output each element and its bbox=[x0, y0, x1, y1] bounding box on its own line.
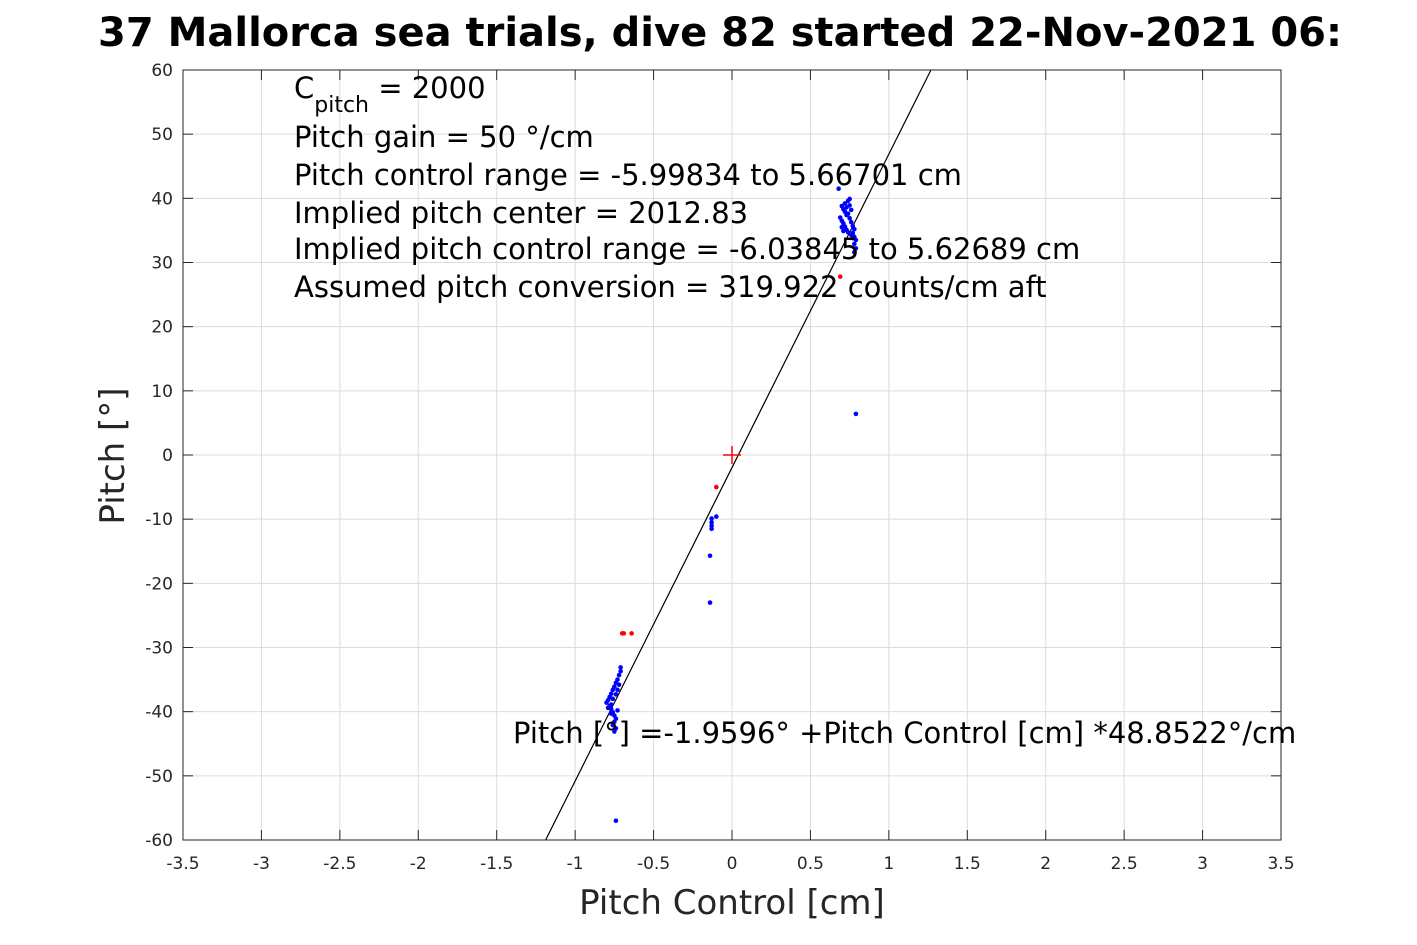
x-tick-label: -3 bbox=[253, 854, 270, 874]
annotation-control-range: Pitch control range = -5.99834 to 5.6670… bbox=[294, 158, 962, 192]
x-tick-labels: -3.5 -3 -2.5 -2 -1.5 -1 -0.5 0 0.5 1 1.5 2 2.5 3 3.5 bbox=[166, 854, 1294, 874]
annotation-c-pitch: Cpitch = 2000 bbox=[294, 71, 486, 118]
x-tick-label: 1.5 bbox=[954, 854, 981, 874]
axis-ticks bbox=[182, 69, 1282, 841]
center-marker-layer bbox=[723, 446, 741, 464]
red-data-point bbox=[714, 484, 719, 490]
y-axis-label: Pitch [°] bbox=[93, 387, 133, 524]
blue-data-point bbox=[616, 672, 622, 678]
blue-data-point bbox=[853, 246, 859, 251]
blue-data-point bbox=[613, 818, 619, 824]
annotation-c-pitch-main: C bbox=[294, 71, 314, 105]
x-tick-label: 3.5 bbox=[1267, 854, 1294, 874]
x-tick-label: 3 bbox=[1197, 854, 1208, 874]
blue-data-point bbox=[852, 241, 857, 247]
red-data-point bbox=[621, 631, 627, 636]
blue-data-point bbox=[612, 729, 617, 734]
annotation-implied-center: Implied pitch center = 2012.83 bbox=[294, 196, 748, 230]
y-tick-label: 0 bbox=[162, 446, 173, 466]
blue-data-point bbox=[850, 235, 856, 241]
blue-data-point bbox=[610, 696, 616, 702]
blue-data-point bbox=[709, 516, 714, 521]
blue-data-point bbox=[847, 196, 852, 202]
data-points-layer bbox=[604, 186, 859, 824]
annotation-c-pitch-value: = 2000 bbox=[369, 71, 486, 105]
blue-data-point bbox=[841, 228, 846, 234]
blue-data-point bbox=[853, 411, 859, 417]
x-tick-label: -0.5 bbox=[637, 854, 670, 874]
chart-title: 37 Mallorca sea trials, dive 82 started … bbox=[98, 10, 1342, 56]
x-tick-label: -1 bbox=[567, 854, 584, 874]
blue-data-point bbox=[709, 520, 714, 525]
blue-data-point bbox=[608, 711, 614, 716]
blue-data-point bbox=[845, 211, 851, 217]
blue-data-point bbox=[618, 665, 623, 670]
annotation-block: Cpitch = 2000 Pitch gain = 50 °/cm Pitch… bbox=[294, 71, 1296, 750]
blue-data-point bbox=[605, 705, 611, 711]
annotation-implied-range: Implied pitch control range = -6.03845 t… bbox=[294, 232, 1080, 266]
x-tick-label: -3.5 bbox=[166, 854, 199, 874]
y-tick-labels: 60 50 40 30 20 10 0 -10 -20 -30 -40 -50 -60 bbox=[145, 61, 173, 851]
blue-data-point bbox=[848, 207, 854, 213]
y-tick-label: -10 bbox=[145, 510, 173, 530]
y-tick-label: -30 bbox=[145, 639, 173, 659]
x-tick-label: 0 bbox=[727, 854, 738, 874]
x-tick-label: 1 bbox=[883, 854, 894, 874]
blue-data-point bbox=[707, 600, 713, 605]
annotation-fit-equation: Pitch [°] =-1.9596° +Pitch Control [cm] … bbox=[513, 716, 1296, 750]
blue-data-point bbox=[604, 700, 609, 705]
blue-data-point bbox=[836, 186, 841, 192]
blue-data-point bbox=[610, 687, 616, 693]
y-tick-label: 30 bbox=[151, 254, 173, 274]
blue-data-point bbox=[844, 205, 849, 210]
blue-data-point bbox=[845, 230, 851, 235]
x-tick-label: 2.5 bbox=[1111, 854, 1138, 874]
blue-data-point bbox=[613, 692, 619, 697]
y-tick-label: 50 bbox=[151, 125, 173, 145]
blue-data-point bbox=[618, 668, 623, 674]
blue-data-point bbox=[848, 219, 854, 225]
annotation-conversion: Assumed pitch conversion = 319.922 count… bbox=[294, 270, 1047, 304]
blue-data-point bbox=[709, 526, 714, 532]
y-tick-label: -60 bbox=[145, 831, 173, 851]
x-tick-label: 0.5 bbox=[797, 854, 824, 874]
annotation-c-pitch-sub: pitch bbox=[314, 93, 369, 118]
x-axis-label: Pitch Control [cm] bbox=[579, 883, 885, 923]
blue-data-point bbox=[616, 682, 622, 688]
blue-data-point bbox=[707, 553, 713, 559]
y-tick-label: -40 bbox=[145, 703, 173, 723]
blue-data-point bbox=[714, 514, 719, 519]
y-tick-label: 10 bbox=[151, 382, 173, 402]
annotation-pitch-gain: Pitch gain = 50 °/cm bbox=[294, 120, 594, 154]
blue-data-point bbox=[615, 687, 620, 693]
blue-data-point bbox=[842, 201, 848, 206]
blue-data-point bbox=[852, 226, 857, 232]
y-tick-label: 60 bbox=[151, 61, 173, 81]
x-tick-label: -2 bbox=[410, 854, 427, 874]
red-data-point bbox=[629, 631, 634, 636]
blue-data-point bbox=[839, 224, 845, 230]
plot-frame bbox=[182, 69, 1282, 841]
blue-data-point bbox=[608, 702, 614, 707]
x-tick-label: -2.5 bbox=[323, 854, 356, 874]
y-tick-label: -20 bbox=[145, 574, 173, 594]
blue-data-point bbox=[615, 708, 620, 713]
y-tick-label: -50 bbox=[145, 767, 173, 787]
blue-data-point bbox=[852, 249, 857, 255]
y-tick-label: 40 bbox=[151, 189, 173, 209]
red-data-point bbox=[837, 274, 843, 279]
y-tick-label: 20 bbox=[151, 318, 173, 338]
x-tick-label: 2 bbox=[1040, 854, 1051, 874]
blue-data-point bbox=[709, 523, 714, 528]
x-tick-label: -1.5 bbox=[480, 854, 513, 874]
blue-data-point bbox=[847, 215, 852, 221]
blue-data-point bbox=[610, 722, 616, 728]
